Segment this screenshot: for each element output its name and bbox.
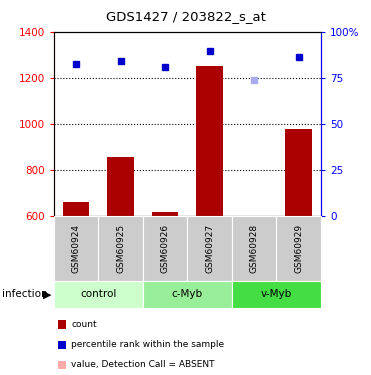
Text: v-Myb: v-Myb (261, 290, 292, 299)
Text: GSM60929: GSM60929 (294, 224, 303, 273)
Text: GSM60924: GSM60924 (72, 224, 81, 273)
Text: ▶: ▶ (43, 290, 52, 299)
Bar (107, 157, 134, 216)
Bar (196, 66, 223, 216)
Text: GSM60927: GSM60927 (205, 224, 214, 273)
Text: value, Detection Call = ABSENT: value, Detection Call = ABSENT (71, 360, 215, 369)
Bar (63, 202, 89, 216)
Text: GSM60926: GSM60926 (161, 224, 170, 273)
Text: GDS1427 / 203822_s_at: GDS1427 / 203822_s_at (106, 10, 265, 23)
Text: control: control (80, 290, 116, 299)
Text: infection: infection (2, 290, 47, 299)
Text: count: count (71, 320, 97, 329)
Text: percentile rank within the sample: percentile rank within the sample (71, 340, 224, 349)
Text: GSM60928: GSM60928 (250, 224, 259, 273)
Bar (152, 212, 178, 216)
Text: GSM60925: GSM60925 (116, 224, 125, 273)
Bar (285, 129, 312, 216)
Text: c-Myb: c-Myb (172, 290, 203, 299)
